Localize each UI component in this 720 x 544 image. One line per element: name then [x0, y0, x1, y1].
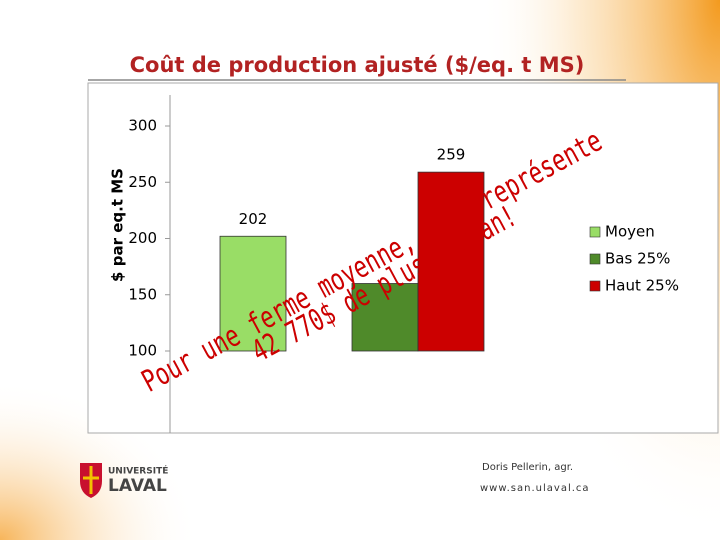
- chart-title: Coût de production ajusté ($/eq. t MS): [130, 53, 585, 77]
- bar: [417, 171, 485, 352]
- legend-swatch: [589, 280, 601, 292]
- y-tick-label: 300: [128, 117, 157, 135]
- bar: [219, 235, 287, 352]
- logo-cross: [83, 466, 99, 494]
- footer-author: Doris Pellerin, agr.: [482, 462, 573, 473]
- legend-label: Bas 25%: [605, 250, 670, 268]
- logo-text: UNIVERSITÉ: [108, 465, 168, 477]
- y-tick-label: 100: [128, 342, 157, 360]
- y-axis-label: $ par eq.t MS: [109, 168, 127, 282]
- logo-text: LAVAL: [108, 476, 167, 496]
- legend-swatch: [589, 226, 601, 238]
- legend-label: Moyen: [605, 223, 655, 241]
- legend-swatch: [589, 253, 601, 265]
- y-tick-label: 250: [128, 173, 157, 191]
- data-label: 202: [239, 210, 268, 228]
- chart-frame: [87, 82, 719, 434]
- y-tick-label: 200: [128, 229, 157, 247]
- data-label: 259: [437, 146, 466, 164]
- footer-url: www.san.ulaval.ca: [480, 483, 590, 494]
- bar: [351, 283, 419, 352]
- logo: UNIVERSITÉ LAVAL: [80, 463, 168, 498]
- y-tick-label: 150: [128, 285, 157, 303]
- plot: 100 150 200 250 300 202 259 Moyen Bas 25% Haut 25…: [128, 117, 679, 360]
- legend-label: Haut 25%: [605, 277, 679, 295]
